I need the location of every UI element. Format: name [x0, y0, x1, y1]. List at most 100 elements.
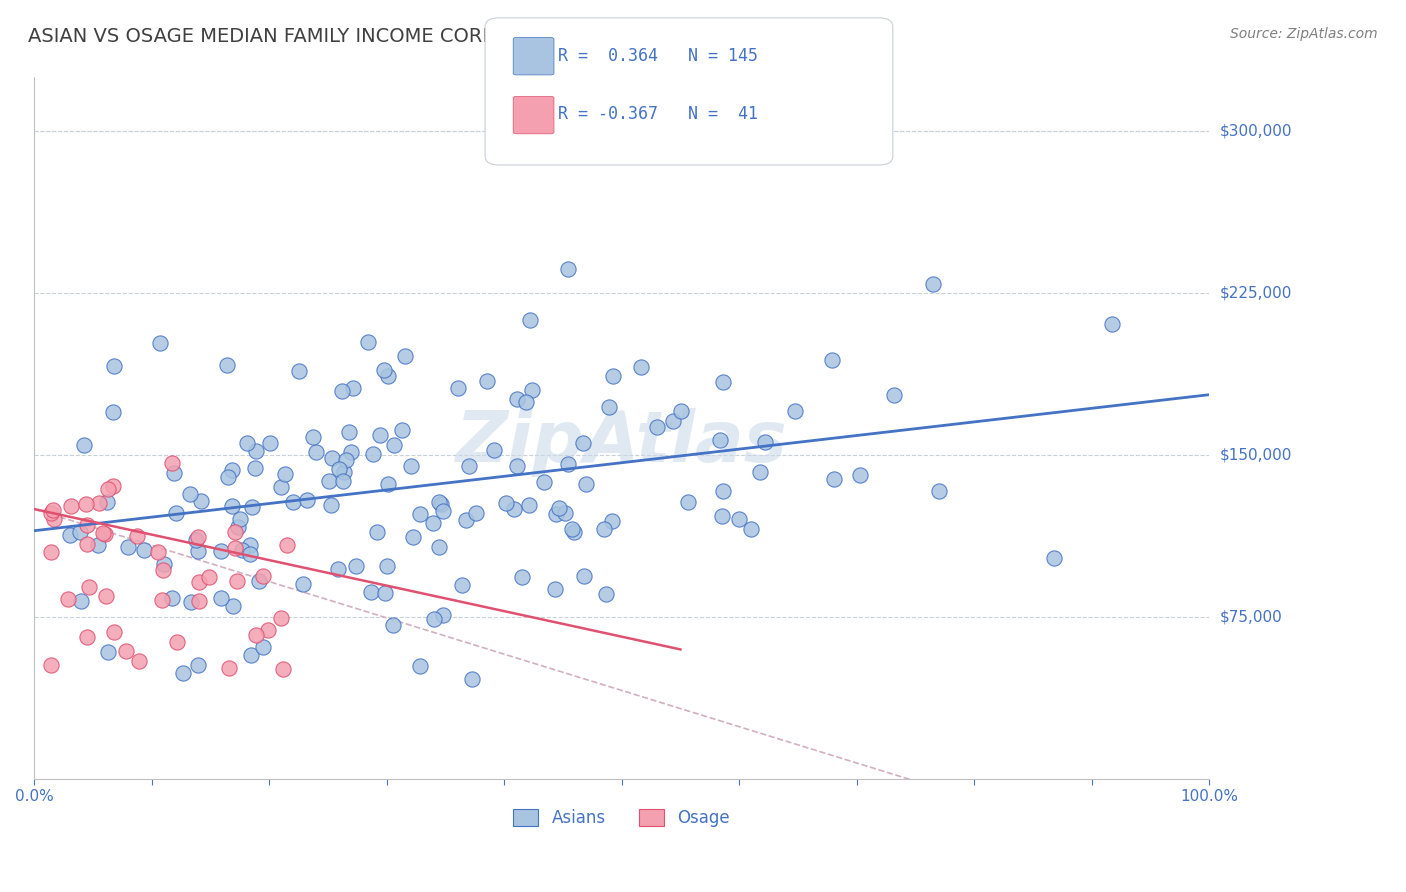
Point [503, 501, 526, 516]
Point [427, 540, 450, 554]
Point [408, 658, 430, 673]
Point [179, 487, 201, 501]
Point [451, 578, 474, 592]
Point [125, 529, 148, 543]
Point [187, 658, 209, 673]
Point [301, 430, 323, 444]
Point [295, 493, 318, 508]
Point [97, 645, 120, 659]
Point [187, 593, 209, 607]
Point [97, 482, 120, 496]
Point [561, 522, 583, 536]
Point [339, 445, 361, 459]
Point [271, 663, 294, 677]
Text: $75,000: $75,000 [1220, 609, 1282, 624]
Point [274, 467, 297, 482]
Point [432, 504, 454, 518]
Point [56, 592, 79, 607]
Point [318, 474, 340, 488]
Point [184, 533, 207, 548]
Point [240, 500, 263, 514]
Point [117, 540, 139, 554]
Point [356, 334, 378, 349]
Point [180, 595, 202, 609]
Point [252, 569, 274, 583]
Point [166, 634, 188, 648]
Point [243, 461, 266, 475]
Point [217, 470, 239, 484]
Point [222, 599, 245, 613]
Point [257, 623, 280, 637]
Point [252, 640, 274, 654]
Point [394, 349, 416, 363]
Point [187, 530, 209, 544]
Point [375, 558, 398, 573]
Point [464, 506, 486, 520]
Point [60, 499, 83, 513]
Point [344, 559, 367, 574]
Point [823, 472, 845, 486]
Point [423, 612, 446, 626]
Point [482, 442, 505, 457]
Point [520, 384, 543, 398]
Point [276, 538, 298, 552]
Point [44, 512, 66, 526]
Point [360, 585, 382, 599]
Text: Source: ZipAtlas.com: Source: ZipAtlas.com [1230, 27, 1378, 41]
Point [75, 497, 97, 511]
Point [517, 498, 540, 512]
Point [218, 661, 240, 675]
Point [190, 494, 212, 508]
Point [883, 388, 905, 402]
Point [922, 277, 945, 291]
Point [209, 544, 232, 558]
Point [711, 483, 734, 498]
Point [422, 516, 444, 530]
Point [454, 513, 477, 527]
Point [821, 352, 844, 367]
Point [368, 428, 391, 442]
Point [326, 561, 349, 575]
Point [39, 507, 62, 521]
Point [305, 444, 328, 458]
Point [224, 524, 246, 539]
Point [783, 404, 806, 418]
Point [330, 384, 353, 398]
Point [39, 657, 62, 672]
Point [283, 495, 305, 509]
Point [458, 458, 481, 473]
Point [662, 414, 685, 428]
Point [848, 468, 870, 483]
Point [59, 527, 82, 541]
Text: $225,000: $225,000 [1220, 285, 1292, 301]
Point [259, 436, 281, 450]
Point [1042, 551, 1064, 566]
Point [575, 477, 598, 491]
Point [76, 537, 98, 551]
Point [593, 522, 616, 536]
Point [333, 465, 356, 479]
Point [245, 444, 267, 458]
Point [160, 591, 183, 606]
Point [162, 466, 184, 480]
Point [366, 525, 388, 540]
Point [557, 262, 579, 277]
Point [402, 530, 425, 544]
Point [382, 438, 405, 452]
Point [335, 453, 357, 467]
Point [533, 475, 555, 489]
Text: ASIAN VS OSAGE MEDIAN FAMILY INCOME CORRELATION CHART: ASIAN VS OSAGE MEDIAN FAMILY INCOME CORR… [28, 27, 651, 45]
Point [132, 543, 155, 558]
Point [247, 574, 270, 588]
Point [226, 520, 249, 534]
Point [86, 538, 108, 552]
Point [572, 436, 595, 450]
Point [239, 538, 262, 552]
Point [645, 419, 668, 434]
Point [239, 547, 262, 561]
Point [236, 436, 259, 450]
Point [270, 611, 292, 625]
Point [461, 672, 484, 686]
Point [152, 563, 174, 577]
Point [1101, 317, 1123, 331]
